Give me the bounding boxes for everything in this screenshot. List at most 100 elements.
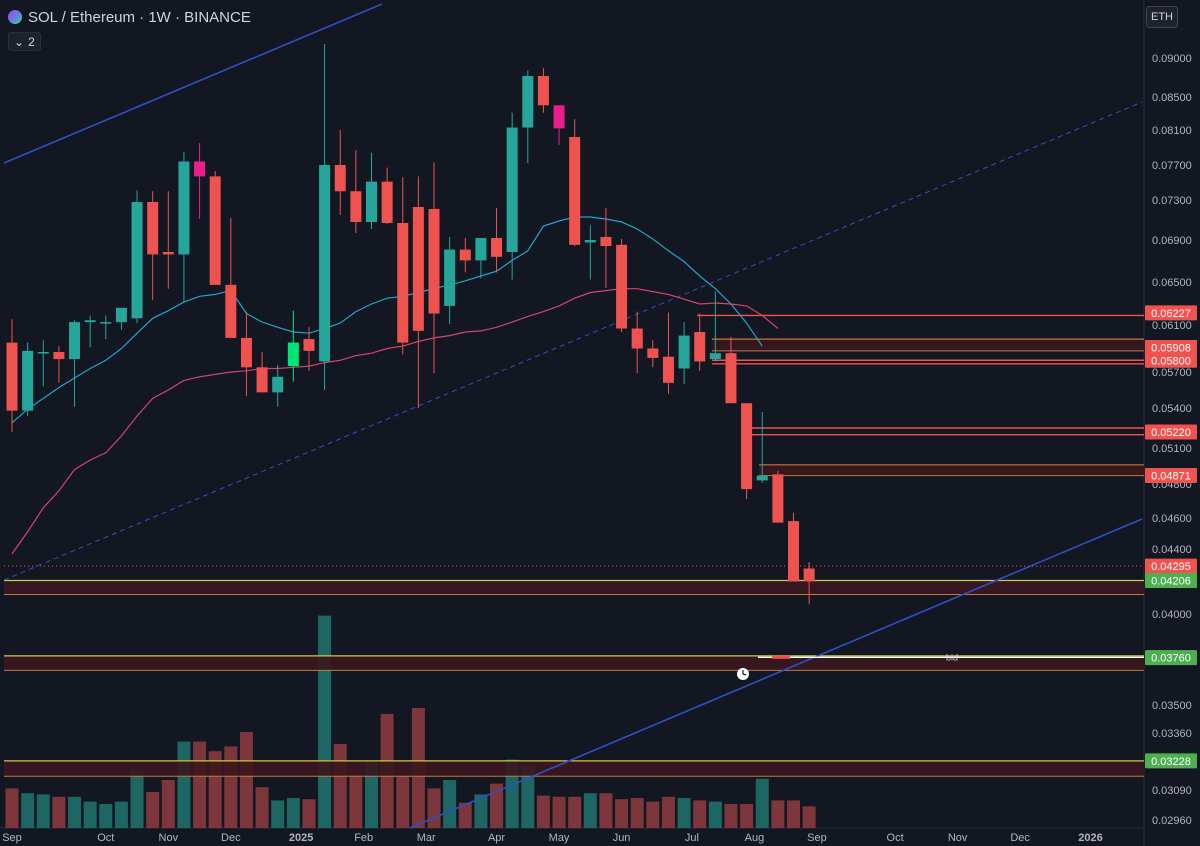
volume-bar bbox=[177, 741, 191, 828]
candle bbox=[287, 310, 299, 382]
volume-bar bbox=[787, 800, 800, 828]
zone-rect bbox=[4, 655, 1144, 671]
volume-bar bbox=[474, 794, 488, 828]
annotations: bid bbox=[4, 565, 1144, 680]
zone-rect bbox=[759, 464, 1144, 477]
x-tick-label: Mar bbox=[417, 832, 436, 844]
candle bbox=[131, 190, 143, 324]
volume-bar bbox=[68, 796, 82, 828]
volume-bar bbox=[677, 798, 691, 828]
candle bbox=[350, 150, 362, 233]
volume-bar bbox=[458, 802, 472, 828]
volume-bar bbox=[318, 615, 332, 828]
x-tick-label: 2025 bbox=[289, 832, 313, 844]
price-tag: 0.04871 bbox=[1145, 467, 1197, 483]
moving-averages bbox=[11, 216, 779, 555]
volume-bar bbox=[599, 793, 613, 828]
svg-text:0.04206: 0.04206 bbox=[1151, 576, 1191, 588]
svg-text:0.04295: 0.04295 bbox=[1151, 561, 1191, 573]
volume-bar bbox=[646, 801, 660, 828]
candle bbox=[334, 130, 346, 215]
volume-bar bbox=[708, 801, 722, 828]
volume-bar bbox=[802, 806, 816, 828]
x-tick-label: Sep bbox=[2, 832, 22, 844]
indicators-toggle[interactable]: ⌄ 2 bbox=[8, 32, 41, 51]
x-tick-label: May bbox=[549, 832, 570, 844]
volume-bar bbox=[52, 796, 66, 828]
volume-bar bbox=[583, 793, 597, 828]
volume-bar bbox=[521, 765, 535, 828]
volume-bar bbox=[21, 793, 35, 828]
x-tick-label: Dec bbox=[221, 832, 241, 844]
volume-bar bbox=[83, 801, 97, 828]
candle bbox=[256, 352, 268, 393]
channel-mid-line bbox=[3, 101, 1143, 581]
candle bbox=[147, 191, 159, 301]
y-tick-label: 0.03090 bbox=[1152, 785, 1192, 797]
time-axis[interactable]: Sep Oct Nov Dec 2025 Feb Mar Apr May Jun Jul Aug Sep… bbox=[2, 832, 1103, 844]
volume-bar bbox=[755, 778, 769, 828]
candle bbox=[553, 105, 565, 145]
volume-bar bbox=[302, 799, 316, 828]
candle bbox=[475, 238, 487, 279]
x-tick-label: Sep bbox=[807, 832, 827, 844]
y-tick-label: 0.05700 bbox=[1152, 367, 1192, 379]
candle bbox=[662, 312, 674, 394]
volume-bar bbox=[333, 744, 347, 828]
price-tag: 0.05800 bbox=[1145, 352, 1197, 368]
candle bbox=[569, 119, 581, 246]
volume-bar bbox=[552, 796, 566, 828]
price-axis[interactable]: 0.09000 0.08500 0.08100 0.07700 0.07300 0.069… bbox=[1144, 53, 1198, 827]
channel-lower-line bbox=[409, 518, 1143, 829]
candle bbox=[459, 238, 471, 273]
candle bbox=[725, 336, 737, 404]
chevron-down-icon: ⌄ bbox=[14, 34, 25, 49]
candle bbox=[100, 315, 112, 340]
volume-bar bbox=[443, 780, 457, 828]
candle bbox=[584, 225, 596, 280]
y-tick-label: 0.04600 bbox=[1152, 513, 1192, 525]
y-tick-label: 0.09000 bbox=[1152, 53, 1192, 65]
x-tick-label: Jul bbox=[685, 832, 699, 844]
candle bbox=[209, 171, 221, 285]
trend-channel-lines bbox=[3, 3, 1143, 829]
svg-text:0.03228: 0.03228 bbox=[1151, 756, 1191, 768]
candle bbox=[788, 512, 799, 582]
x-tick-label: Feb bbox=[354, 832, 373, 844]
volume-bar bbox=[36, 794, 50, 828]
candle bbox=[537, 68, 549, 113]
indicator-count: 2 bbox=[28, 34, 35, 49]
candle bbox=[491, 208, 503, 273]
y-tick-label: 0.08500 bbox=[1152, 92, 1192, 104]
svg-text:0.05220: 0.05220 bbox=[1151, 427, 1191, 439]
candle bbox=[741, 403, 753, 500]
candle bbox=[444, 237, 456, 325]
volume-bar bbox=[427, 788, 441, 828]
zone-rect bbox=[4, 579, 1144, 595]
y-tick-label: 0.04000 bbox=[1152, 609, 1192, 621]
x-tick-label: Apr bbox=[488, 832, 505, 844]
currency-badge[interactable]: ETH bbox=[1146, 6, 1178, 28]
candle bbox=[84, 315, 96, 348]
volume-bar bbox=[615, 799, 629, 828]
volume-bar bbox=[146, 792, 160, 828]
volume-bar bbox=[255, 787, 269, 828]
candle bbox=[803, 562, 815, 605]
zone-rect bbox=[4, 760, 1144, 777]
volume-bar bbox=[224, 746, 238, 828]
candle bbox=[194, 143, 206, 219]
alarm-clock-icon[interactable] bbox=[737, 668, 749, 680]
candles bbox=[6, 43, 815, 605]
chart-header[interactable]: SOL / Ethereum · 1W · BINANCE bbox=[8, 7, 251, 27]
candle bbox=[115, 307, 127, 330]
y-tick-label: 0.06100 bbox=[1152, 320, 1192, 332]
volume-bar bbox=[568, 796, 582, 828]
candle bbox=[37, 340, 49, 387]
volume-bar bbox=[349, 775, 363, 828]
volume-bar bbox=[630, 798, 644, 828]
candle bbox=[678, 322, 690, 384]
zone-rect bbox=[743, 427, 1144, 436]
zone-rect bbox=[712, 338, 1144, 352]
